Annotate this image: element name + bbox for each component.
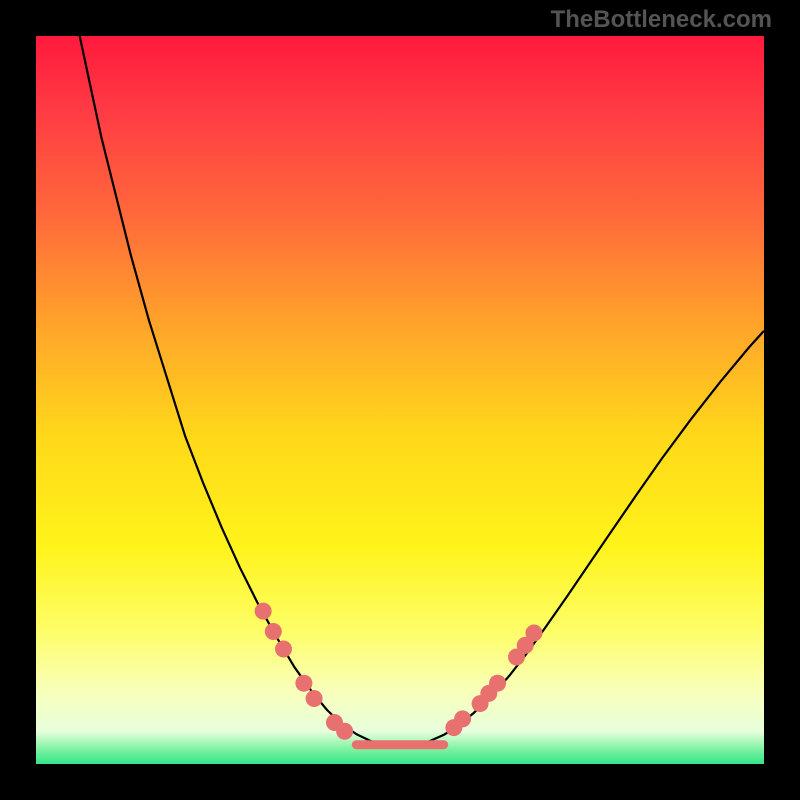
watermark-text: TheBottleneck.com	[551, 6, 772, 34]
chart-frame: TheBottleneck.com	[0, 0, 800, 800]
frame-border-bottom	[0, 764, 800, 800]
gradient-background	[36, 36, 764, 764]
marker-dot	[295, 675, 312, 692]
marker-dot	[454, 710, 471, 727]
frame-border-left	[0, 0, 36, 800]
frame-border-right	[764, 0, 800, 800]
marker-dot	[275, 640, 292, 657]
plot-area	[36, 36, 764, 764]
marker-dot	[265, 623, 282, 640]
marker-dot	[489, 675, 506, 692]
marker-dot	[336, 723, 353, 740]
marker-dot	[255, 603, 272, 620]
marker-dot	[525, 624, 542, 641]
plot-svg	[36, 36, 764, 764]
marker-dot	[306, 690, 323, 707]
